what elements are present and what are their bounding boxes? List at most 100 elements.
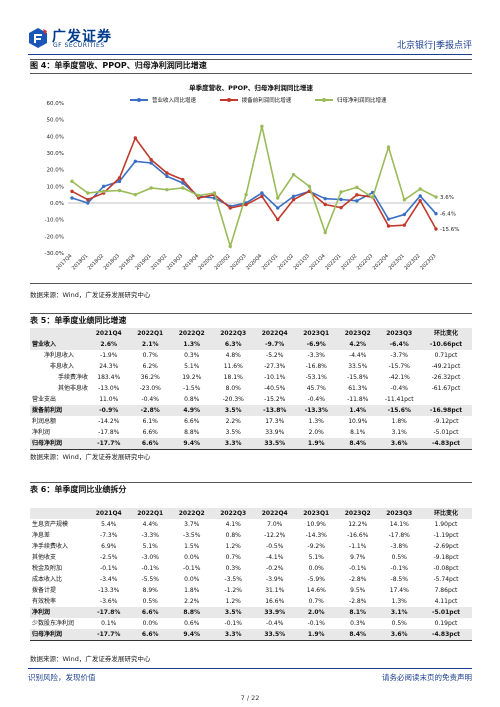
- data-point: [101, 184, 106, 189]
- table-cell: -17.8%: [388, 532, 410, 539]
- table6: 2021Q4 2022Q1 2022Q2 2022Q3 2022Q4 2023Q1 2023…: [30, 508, 472, 641]
- table-row: 拨备计提 -13.3% 8.9% 1.8% -1.2% 31.1% 14.6% 9.5% 17.…: [30, 585, 472, 596]
- table-cell: -3.5%: [183, 532, 201, 539]
- table-cell: -10.1%: [264, 374, 286, 381]
- table-cell: 10.9%: [306, 521, 326, 528]
- footer-disclaimer: 请务必阅读末页的免责声明: [382, 673, 472, 682]
- x-tick-label: 2023Q1: [387, 253, 405, 271]
- data-point: [323, 230, 327, 235]
- table5-source: 数据来源：Wind，广发证券发展研究中心: [30, 453, 151, 461]
- legend-item-net-profit: 归母净利润同比增速: [315, 96, 387, 104]
- company-logo: 广发证券 GF SECURITIES: [28, 27, 128, 51]
- row-label: 拨备前利润: [30, 405, 88, 416]
- table-cell: 33.5%: [254, 629, 296, 641]
- x-tick-label: 2019Q4: [182, 253, 200, 271]
- table-cell: 0.7%: [308, 598, 324, 605]
- table-cell: 6.1%: [142, 418, 158, 425]
- table-cell: -6.4%: [378, 339, 420, 350]
- figure-source: 数据来源：Wind，广发证券发展研究中心: [30, 291, 151, 299]
- table-cell: 2.2%: [184, 598, 200, 605]
- row-label: 非息收入: [50, 363, 75, 370]
- data-point: [181, 181, 185, 185]
- data-point: [386, 217, 391, 221]
- row-label: 净利润: [30, 607, 88, 618]
- table-cell: -7.3%: [100, 532, 118, 539]
- table-cell: -3.9%: [266, 576, 284, 583]
- data-point: [196, 193, 201, 198]
- table-cell: 8.1%: [350, 429, 366, 436]
- data-point: [434, 227, 438, 231]
- x-tick-label: 2022Q1: [324, 253, 342, 271]
- series-line-2: [71, 126, 437, 250]
- table-cell: -11.41pct: [384, 396, 414, 403]
- table-cell: -0.1%: [224, 620, 242, 627]
- table-cell: -5.01pct: [420, 607, 472, 618]
- table-cell: -26.32pct: [431, 374, 461, 381]
- table-cell: 33.9%: [254, 607, 296, 618]
- row-label: 成本收入比: [32, 576, 63, 583]
- table-cell: 18.1%: [223, 374, 243, 381]
- table-cell: 6.6%: [129, 607, 171, 618]
- table-cell: -15.2%: [264, 396, 286, 403]
- table-cell: 11.0%: [99, 396, 119, 403]
- data-point: [418, 194, 422, 198]
- table-row: 净利润 -17.8% 6.6% 8.8% 3.5% 33.9% 2.0% 8.1% 3.1% -5…: [30, 427, 472, 438]
- x-tick-label: 2020Q3: [229, 253, 247, 271]
- table-cell: 3.3%: [212, 629, 254, 641]
- legend-swatch-icon: [315, 97, 334, 102]
- table-cell: -9.2%: [307, 543, 325, 550]
- table-cell: -20.3%: [222, 396, 244, 403]
- table-cell: -23.0%: [139, 385, 161, 392]
- data-point: [212, 191, 217, 195]
- table-cell: -13.3%: [98, 587, 120, 594]
- legend-label: 拨备前利润同比增速: [241, 98, 292, 104]
- data-point: [165, 174, 169, 179]
- table-cell: 12.2%: [348, 521, 368, 528]
- table-cell: -2.8%: [349, 576, 367, 583]
- page-number: 7 / 22: [240, 694, 260, 702]
- end-value-label: -15.6%: [440, 227, 459, 233]
- legend-swatch-icon: [130, 97, 148, 102]
- data-point: [86, 201, 90, 205]
- table-cell: 0.5%: [391, 554, 407, 561]
- table5-top-rule: [30, 313, 472, 314]
- table-cell: 2.6%: [88, 339, 130, 350]
- table-row: 生息资产规模 5.4% 4.4% 3.7% 4.1% 7.0% 10.9% 12.2% 14.1…: [30, 519, 472, 530]
- data-point: [386, 145, 391, 149]
- data-point: [355, 193, 359, 197]
- table-cell: 1.8%: [184, 587, 200, 594]
- data-point: [133, 159, 138, 164]
- series-line-1: [71, 136, 437, 230]
- table-cell: -14.3%: [305, 532, 327, 539]
- table-cell: -5.01pct: [433, 429, 459, 436]
- table-row: 税金及附加 -0.1% -0.1% -0.1% 0.3% -0.2% 0.0% -0.1% -0…: [30, 563, 472, 574]
- table-row: 净手续费收入 6.9% 5.1% 1.5% 1.2% -0.5% -9.2% -1.1% -3.…: [30, 541, 472, 552]
- data-point: [228, 244, 232, 249]
- table-cell: 0.0%: [142, 620, 158, 627]
- row-label: 生息资产规模: [32, 521, 69, 528]
- table-cell: -17.7%: [88, 438, 130, 450]
- data-point: [291, 172, 296, 177]
- table-cell: 8.9%: [142, 587, 158, 594]
- table-cell: 3.5%: [225, 429, 241, 436]
- table-cell: -3.5%: [224, 576, 242, 583]
- table-cell: -16.98pct: [420, 405, 472, 416]
- row-label: 净息差: [32, 532, 51, 539]
- table-cell: 33.5%: [348, 363, 368, 370]
- table-row: 营业收入 2.6% 2.1% 1.3% 6.3% -9.7% -6.9% 4.2% -6.4% -…: [30, 339, 472, 350]
- table-cell: -5.2%: [266, 352, 284, 359]
- table-cell: -0.1%: [141, 565, 159, 572]
- table-cell: 0.5%: [391, 620, 407, 627]
- legend-label: 归母净利润同比增速: [337, 98, 387, 104]
- table-row: 归母净利润 -17.7% 6.6% 9.4% 3.3% 33.5% 1.9% 8.4% 3.6%…: [30, 438, 472, 450]
- data-point: [70, 189, 74, 194]
- header-cell-label: [30, 508, 88, 519]
- table-cell: 1.4%: [337, 405, 379, 416]
- series-line-0: [71, 160, 437, 221]
- table-cell: -17.8%: [98, 429, 120, 436]
- table-row: 其他收支 -2.5% -3.0% 0.0% 0.7% -4.1% 5.1% 9.7% 0.5% -…: [30, 552, 472, 563]
- y-tick-label: -20.0%: [45, 234, 64, 240]
- table-cell: -49.21pct: [431, 363, 461, 370]
- table-cell: -0.08pct: [433, 565, 459, 572]
- header-cell: 2022Q1: [129, 508, 171, 519]
